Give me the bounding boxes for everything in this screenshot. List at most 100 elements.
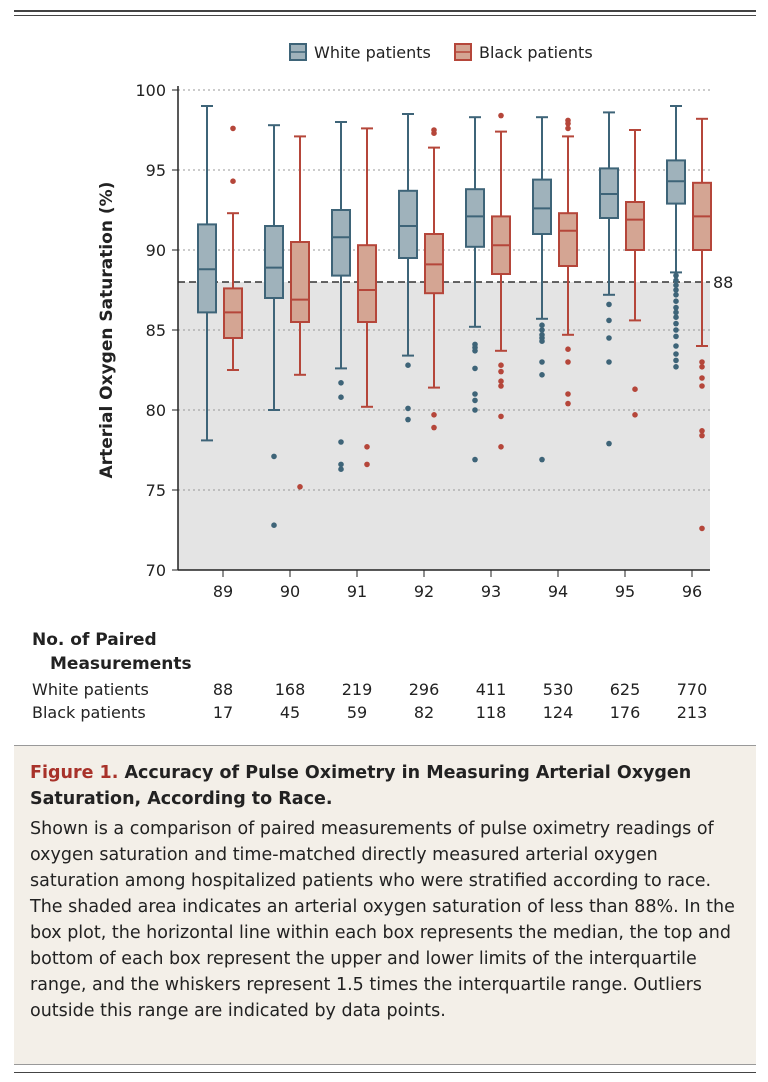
table-cell: 411 [475,680,507,699]
x-tick-label: 91 [347,582,367,601]
outlier-point [565,346,571,353]
table-cell: 59 [346,703,368,722]
y-axis-title: Arterial Oxygen Saturation (%) [97,182,117,479]
outlier-point [673,287,679,293]
table-cell: 176 [609,703,641,722]
y-tick-label: 100 [135,81,166,100]
outlier-point [673,327,679,333]
outlier-point [472,348,478,354]
outlier-point [539,338,545,345]
outlier-point [539,456,545,463]
figure-label: Figure 1. [30,763,119,783]
figure-caption: Figure 1. Accuracy of Pulse Oximetry in … [14,745,756,1065]
outlier-point [539,372,545,378]
x-tick-label: 94 [548,582,568,601]
outlier-point [699,375,705,381]
shaded-region [178,282,710,570]
table-heading-line1: No. of Paired [32,630,157,650]
outlier-point [699,359,705,365]
outlier-point [498,444,504,450]
outlier-point [673,272,679,279]
table-heading: No. of Paired Measurements [32,628,192,676]
outlier-point [699,428,705,434]
outlier-point [699,364,705,370]
table-cell: 296 [408,680,440,699]
table-heading-line2: Measurements [50,654,192,674]
outlier-point [565,125,571,132]
caption-title-text: Accuracy of Pulse Oximetry in Measuring … [30,763,692,809]
outlier-point [606,317,612,324]
outlier-point [472,365,478,372]
legend-label: Black patients [479,43,593,62]
outlier-point [565,120,571,127]
table-row-label: White patients [32,680,149,699]
table-cell: 168 [274,680,306,699]
table-row-label: Black patients [32,703,146,722]
outlier-point [498,112,504,119]
x-tick-label: 95 [615,582,635,601]
outlier-point [632,412,638,418]
outlier-point [472,407,478,413]
outlier-point [565,391,571,397]
x-tick-label: 96 [682,582,702,601]
caption-body: Shown is a comparison of paired measurem… [30,819,735,1021]
outlier-point [338,439,344,445]
table-cell: 82 [413,703,435,722]
legend-label: White patients [314,43,431,62]
outlier-point [606,440,612,447]
outlier-point [338,394,344,401]
outlier-point [271,522,277,528]
outlier-point [673,277,679,284]
outlier-point [699,383,705,389]
outlier-point [338,380,344,386]
outlier-point [699,525,705,532]
outlier-point [364,444,370,450]
outlier-point [271,453,277,460]
box-iqr [625,201,645,251]
outlier-point [673,309,679,316]
outlier-point [673,320,679,327]
caption-title: Figure 1. Accuracy of Pulse Oximetry in … [30,760,740,812]
table-cell: 88 [212,680,234,699]
outlier-point [606,335,612,341]
outlier-point [230,125,236,132]
y-tick-label: 95 [146,161,166,180]
outlier-point [364,461,370,468]
outlier-point [606,359,612,365]
outlier-point [673,282,679,289]
outlier-point [673,357,679,364]
top-rule [14,10,756,12]
box-iqr [398,189,418,259]
outlier-point [673,343,679,349]
box-iqr [558,212,578,267]
outlier-point [498,368,504,375]
table-cell: 118 [475,703,507,722]
table-cell: 213 [676,703,708,722]
outlier-point [632,386,638,393]
outlier-point [472,456,478,463]
y-tick-label: 75 [146,481,166,500]
top-rule-thin [14,15,756,16]
outlier-point [431,130,437,136]
outlier-point [431,412,437,418]
outlier-point [498,413,504,420]
y-tick-label: 90 [146,241,166,260]
outlier-point [405,362,411,369]
outlier-point [338,466,344,473]
outlier-point [338,461,344,468]
table-cell: 17 [212,703,234,722]
outlier-point [699,432,705,439]
box-iqr [357,244,377,323]
y-tick-label: 85 [146,321,166,340]
outlier-point [673,298,679,305]
table-cell: 219 [341,680,373,699]
outlier-point [472,391,478,397]
outlier-point [230,178,236,184]
x-tick-label: 92 [414,582,434,601]
y-tick-label: 80 [146,401,166,420]
outlier-point [405,416,411,423]
box-plot-chart: 707580859095100888990919293949596Oxygen … [97,43,733,601]
table-cell: 45 [279,703,301,722]
box-iqr [290,241,310,323]
